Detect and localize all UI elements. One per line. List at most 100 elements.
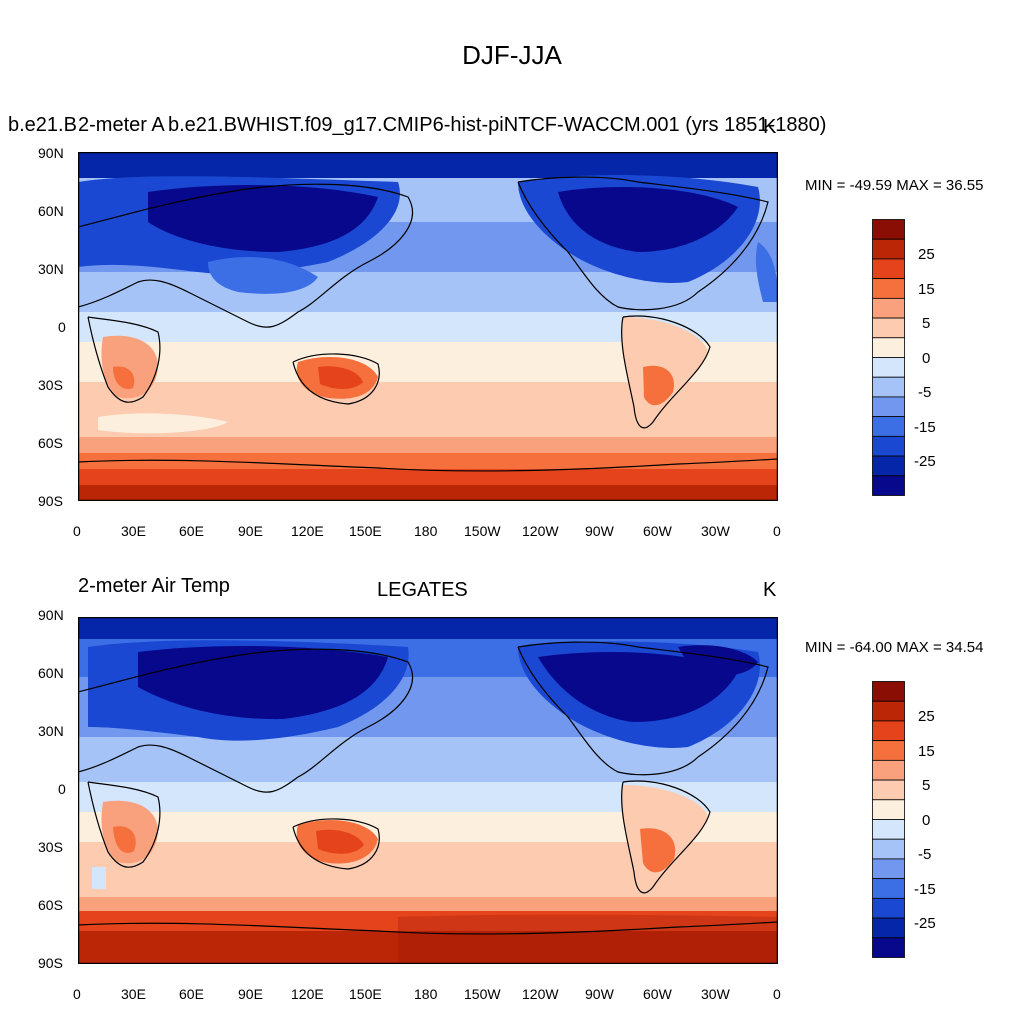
colorbar-swatch bbox=[872, 759, 905, 781]
colorbar-swatch bbox=[872, 700, 905, 722]
lat-label: 30N bbox=[38, 261, 64, 277]
band bbox=[78, 931, 778, 964]
lon-label: 150E bbox=[349, 523, 382, 539]
lon-label: 60W bbox=[643, 986, 672, 1002]
region-atlantic bbox=[755, 242, 778, 302]
colorbar-label: 0 bbox=[922, 812, 931, 829]
coast-australia bbox=[292, 818, 380, 870]
lon-label: 60E bbox=[179, 523, 204, 539]
region-south-patch bbox=[98, 413, 228, 434]
lon-label: 0 bbox=[73, 986, 81, 1002]
colorbar-label: 0 bbox=[922, 350, 931, 367]
coast-eurasia bbox=[78, 648, 414, 793]
colorbar-swatch bbox=[872, 819, 905, 840]
lat-label: 60S bbox=[38, 897, 63, 913]
lon-label: 120E bbox=[291, 986, 324, 1002]
panel2-map bbox=[78, 617, 778, 964]
lon-label: 90E bbox=[238, 986, 263, 1002]
region-samerica-hot bbox=[640, 828, 676, 873]
region-antarctic-deep bbox=[78, 486, 778, 501]
lon-label: 30E bbox=[121, 523, 146, 539]
lon-label: 90W bbox=[585, 523, 614, 539]
band bbox=[78, 897, 778, 911]
lat-label: 60N bbox=[38, 665, 64, 681]
region-africa bbox=[101, 335, 158, 399]
colorbar-swatch bbox=[872, 396, 905, 418]
band bbox=[78, 437, 778, 453]
colorbar-swatch bbox=[872, 897, 905, 919]
region-africa-hot bbox=[113, 826, 136, 853]
panel1-units: K bbox=[763, 116, 777, 138]
region-australia-core bbox=[318, 366, 363, 389]
lon-label: 180 bbox=[414, 523, 438, 539]
colorbar-swatch bbox=[872, 720, 905, 742]
colorbar-swatch bbox=[872, 238, 905, 260]
lat-label: 30N bbox=[38, 723, 64, 739]
lon-label: 0 bbox=[73, 523, 81, 539]
colorbar-swatch bbox=[872, 435, 905, 457]
lon-label: 120E bbox=[291, 523, 324, 539]
lon-label: 90E bbox=[238, 523, 263, 539]
coast-samerica bbox=[621, 780, 711, 894]
lat-label: 30S bbox=[38, 839, 63, 855]
colorbar-label: -5 bbox=[918, 384, 932, 401]
lat-label: 30S bbox=[38, 377, 63, 393]
colorbar-label: -25 bbox=[914, 915, 936, 932]
panel1-left-overlay: b.e21.B bbox=[8, 114, 77, 136]
region-australia-core bbox=[316, 829, 364, 854]
region-samerica-hot bbox=[643, 365, 674, 406]
colorbar-label: -15 bbox=[914, 881, 936, 898]
colorbar-swatch bbox=[872, 376, 905, 398]
lat-label: 90N bbox=[38, 607, 64, 623]
panel2-min-max: MIN = -64.00 MAX = 34.54 bbox=[805, 639, 984, 656]
colorbar-swatch bbox=[872, 740, 905, 761]
panel2-colorbar bbox=[872, 681, 905, 958]
lon-label: 0 bbox=[773, 986, 781, 1002]
lon-label: 120W bbox=[522, 986, 559, 1002]
coast-africa bbox=[87, 781, 161, 868]
colorbar-label: -5 bbox=[918, 846, 932, 863]
coast-namerica bbox=[517, 176, 769, 311]
region-south-patch bbox=[92, 867, 106, 889]
colorbar-swatch bbox=[872, 416, 905, 437]
lon-label: 180 bbox=[414, 986, 438, 1002]
lon-label: 30W bbox=[701, 986, 730, 1002]
lon-label: 30W bbox=[701, 523, 730, 539]
colorbar-swatch bbox=[872, 937, 905, 958]
panel1-colorbar bbox=[872, 219, 905, 496]
colorbar-swatch bbox=[872, 455, 905, 477]
lon-label: 30E bbox=[121, 986, 146, 1002]
colorbar-swatch bbox=[872, 838, 905, 860]
colorbar-swatch bbox=[872, 317, 905, 339]
colorbar-swatch bbox=[872, 219, 905, 240]
panel1-min-max: MIN = -49.59 MAX = 36.55 bbox=[805, 177, 984, 194]
colorbar-swatch bbox=[872, 779, 905, 801]
panel2-left-string: 2-meter Air Temp bbox=[78, 575, 230, 597]
colorbar-label: 25 bbox=[918, 708, 935, 725]
lat-label: 60N bbox=[38, 203, 64, 219]
coast-eurasia bbox=[78, 183, 414, 328]
region-siberia-core bbox=[138, 645, 388, 720]
region-africa-hot bbox=[113, 366, 135, 390]
colorbar-swatch bbox=[872, 858, 905, 880]
lon-label: 60E bbox=[179, 986, 204, 1002]
lon-label: 0 bbox=[773, 523, 781, 539]
panel1-center-string: b.e21.BWHIST.f09_g17.CMIP6-hist-piNTCF-W… bbox=[166, 114, 827, 137]
colorbar-label: 5 bbox=[922, 777, 931, 794]
colorbar-swatch bbox=[872, 337, 905, 358]
coast-namerica bbox=[517, 641, 769, 776]
region-canada-core bbox=[558, 187, 738, 252]
colorbar-label: 25 bbox=[918, 246, 935, 263]
band bbox=[78, 453, 778, 469]
band bbox=[78, 617, 778, 639]
panel2-center-string: LEGATES bbox=[377, 579, 468, 601]
colorbar-label: 15 bbox=[918, 281, 935, 298]
lat-label: 0 bbox=[58, 781, 66, 797]
colorbar-swatch bbox=[872, 917, 905, 939]
colorbar-label: 5 bbox=[922, 315, 931, 332]
colorbar-swatch bbox=[872, 258, 905, 280]
lon-label: 150W bbox=[464, 986, 501, 1002]
region-siberia-core bbox=[148, 185, 378, 252]
coast-antarctica bbox=[78, 921, 778, 935]
lat-label: 90N bbox=[38, 145, 64, 161]
